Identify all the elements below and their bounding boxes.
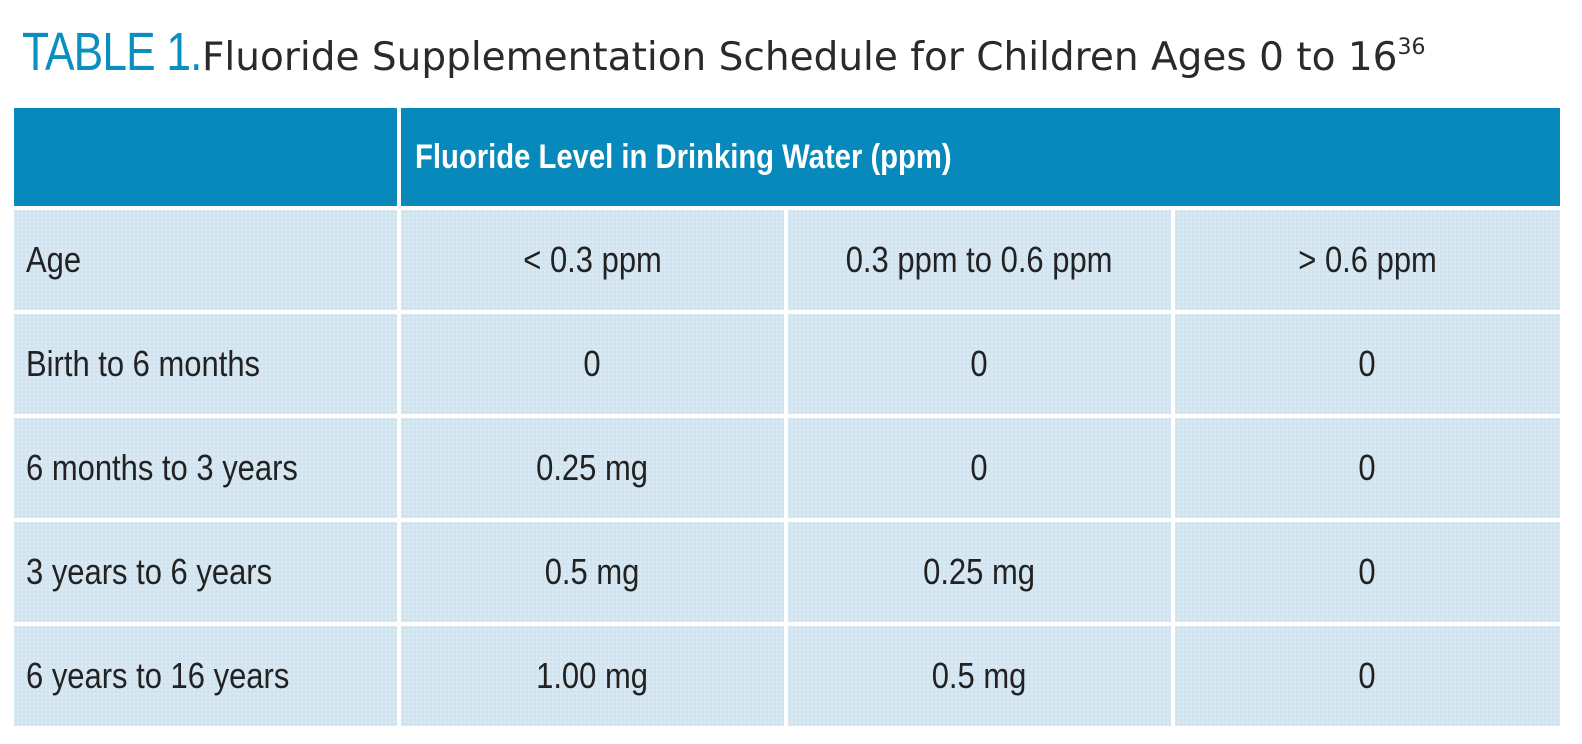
row-age-cell: 3 years to 6 years — [14, 522, 397, 622]
table-cell: 0 — [788, 314, 1171, 414]
table-cell: 0 — [401, 314, 784, 414]
column-header-above-0-6: > 0.6 ppm — [1175, 210, 1560, 310]
table-cell: 0 — [1175, 522, 1560, 622]
table-cell: 0.5 mg — [788, 626, 1171, 726]
header-fluoride-level-text: Fluoride Level in Drinking Water (ppm) — [415, 137, 952, 176]
table-cell: 0 — [1175, 418, 1560, 518]
column-header-0-3-to-0-6: 0.3 ppm to 0.6 ppm — [788, 210, 1171, 310]
fluoride-schedule-table: Fluoride Level in Drinking Water (ppm) A… — [14, 108, 1560, 730]
table-title: TABLE 1.Fluoride Supplementation Schedul… — [22, 8, 1426, 88]
row-age-cell: 6 years to 16 years — [14, 626, 397, 726]
table-cell: 0.5 mg — [401, 522, 784, 622]
table-title-text: Fluoride Supplementation Schedule for Ch… — [202, 35, 1398, 80]
header-empty-cell — [14, 108, 397, 206]
row-age-cell: 6 months to 3 years — [14, 418, 397, 518]
header-fluoride-level: Fluoride Level in Drinking Water (ppm) — [401, 108, 1560, 206]
table-cell: 1.00 mg — [401, 626, 784, 726]
table-cell: 0.25 mg — [401, 418, 784, 518]
table-number-label: TABLE 1. — [22, 22, 202, 82]
row-age-cell: Birth to 6 months — [14, 314, 397, 414]
citation-superscript: 36 — [1397, 35, 1426, 60]
table-cell: 0 — [788, 418, 1171, 518]
table-cell: 0.25 mg — [788, 522, 1171, 622]
column-header-age: Age — [14, 210, 397, 310]
table-cell: 0 — [1175, 626, 1560, 726]
column-header-below-0-3: < 0.3 ppm — [401, 210, 784, 310]
table-cell: 0 — [1175, 314, 1560, 414]
